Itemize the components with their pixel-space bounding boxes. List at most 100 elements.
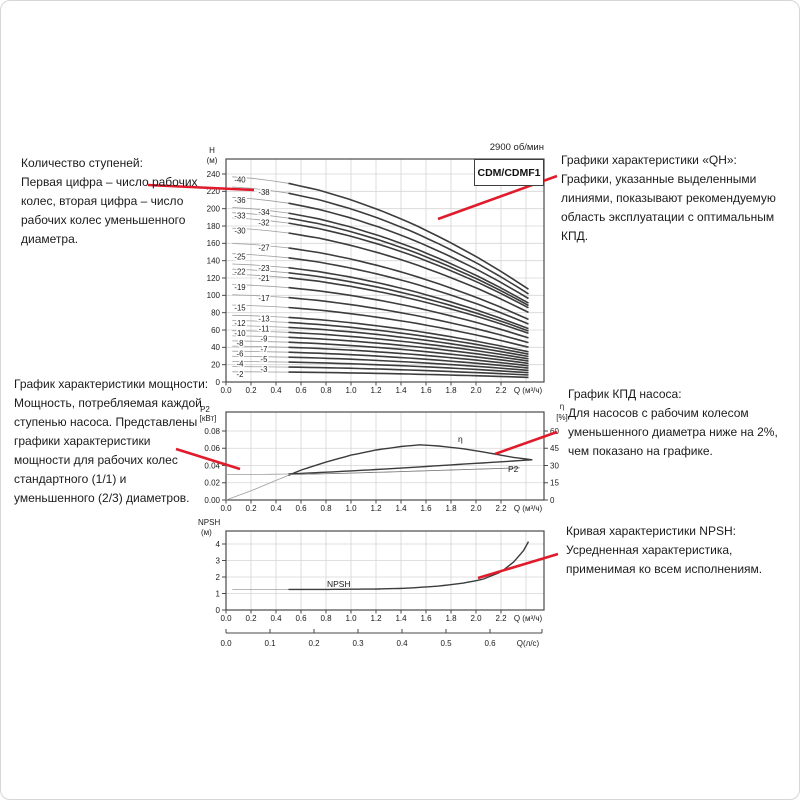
stage-count-label: -27 — [258, 244, 269, 253]
eta-curve-label: η — [458, 434, 463, 444]
qh-curve-thin — [232, 304, 289, 308]
qh-curve-thin — [232, 366, 289, 368]
qh-curve-thin — [232, 350, 289, 353]
stage-count-label: -36 — [234, 196, 245, 205]
stage-count-label: -13 — [258, 314, 269, 323]
svg-text:0.3: 0.3 — [352, 639, 364, 648]
qh-curve — [288, 356, 529, 372]
svg-text:0.4: 0.4 — [270, 386, 282, 395]
stage-count-label: -25 — [234, 252, 246, 261]
stage-count-label: -19 — [234, 283, 245, 292]
stage-count-label: -34 — [258, 208, 270, 217]
red-connector-power-note-to-curve — [175, 447, 241, 471]
svg-text:0.4: 0.4 — [270, 614, 282, 623]
stage-count-label: -22 — [234, 268, 245, 277]
svg-text:[%]: [%] — [556, 413, 568, 422]
svg-text:1.0: 1.0 — [345, 504, 357, 513]
qh-curve — [288, 331, 529, 360]
qh-curve — [288, 306, 529, 348]
p2-curve-label: P2 — [508, 464, 519, 474]
stage-count-label: -23 — [258, 264, 269, 273]
svg-text:1.2: 1.2 — [370, 614, 382, 623]
stage-count-label: -10 — [234, 329, 246, 338]
qh-curve — [288, 346, 529, 367]
qh-curve — [288, 351, 529, 369]
svg-text:80: 80 — [211, 308, 220, 317]
annotation-connectors — [147, 174, 559, 580]
npsh-curve — [288, 541, 530, 591]
svg-text:0: 0 — [216, 378, 221, 387]
annotation-npsh: Кривая характеристики NPSH: Усредненная … — [566, 522, 798, 579]
qh-curve — [288, 341, 529, 365]
p2-curve — [288, 459, 533, 475]
stage-count-label: -40 — [234, 176, 246, 185]
svg-text:3: 3 — [216, 556, 221, 565]
p2-reduced-curve — [288, 467, 520, 476]
qh-curve-thin — [232, 320, 289, 323]
svg-text:1.2: 1.2 — [370, 386, 382, 395]
annotation-npsh-title: Кривая характеристики NPSH: — [566, 524, 736, 538]
red-connector-npsh-note-to-curve — [477, 552, 559, 580]
qh-curve-thin — [232, 196, 289, 204]
svg-text:220: 220 — [207, 187, 221, 196]
svg-text:15: 15 — [550, 479, 559, 488]
qh-curve-thin — [232, 253, 289, 259]
stage-count-label: -2 — [237, 370, 244, 379]
svg-text:1.6: 1.6 — [420, 504, 432, 513]
svg-text:1.0: 1.0 — [345, 614, 357, 623]
svg-text:20: 20 — [211, 360, 220, 369]
stage-count-label: -32 — [258, 218, 269, 227]
svg-text:0.2: 0.2 — [245, 386, 257, 395]
svg-text:0: 0 — [216, 606, 221, 615]
svg-text:0.0: 0.0 — [220, 614, 232, 623]
svg-text:2: 2 — [216, 573, 221, 582]
qh-curve — [288, 202, 529, 300]
eta-curve — [288, 444, 533, 476]
svg-text:NPSH: NPSH — [198, 518, 220, 527]
svg-text:1.0: 1.0 — [345, 386, 357, 395]
svg-text:60: 60 — [211, 326, 220, 335]
stage-count-label: -30 — [234, 227, 246, 236]
npsh-curve-label: NPSH — [327, 579, 351, 589]
svg-text:0.00: 0.00 — [204, 496, 220, 505]
svg-text:0.6: 0.6 — [484, 639, 496, 648]
svg-text:200: 200 — [207, 204, 221, 213]
qh-curve — [288, 296, 529, 344]
svg-text:0.6: 0.6 — [295, 386, 307, 395]
svg-text:1.6: 1.6 — [420, 386, 432, 395]
qh-curve — [288, 247, 529, 321]
stage-count-label: -17 — [258, 294, 269, 303]
qh-curve — [288, 276, 529, 335]
svg-text:2.2: 2.2 — [495, 614, 507, 623]
power-eff-chart: 0.00 0.02 0.04 0.06 0.08 0 15 30 45 60 0.0 0.2 0.4 0.… — [200, 402, 568, 513]
svg-text:(м): (м) — [207, 156, 218, 165]
qh-curve-thin — [232, 355, 289, 358]
svg-text:160: 160 — [207, 239, 221, 248]
red-connector-eff-note-to-curve — [494, 430, 558, 456]
svg-text:60: 60 — [550, 427, 559, 436]
svg-text:0.8: 0.8 — [320, 614, 332, 623]
npsh-chart: 0 1 2 3 4 0.0 0.2 0.4 0.6 0.8 1.0 1.2 1.4 1.6 1.8 2.0 2.… — [198, 518, 545, 623]
svg-text:0.8: 0.8 — [320, 386, 332, 395]
svg-text:2.0: 2.0 — [470, 504, 482, 513]
svg-text:1.8: 1.8 — [445, 504, 457, 513]
qh-curve-thin — [232, 314, 289, 318]
stage-count-label: -5 — [261, 355, 269, 364]
qh-curve — [288, 232, 529, 314]
qh-curve-thin — [232, 284, 289, 288]
svg-text:Q (м³/ч): Q (м³/ч) — [514, 614, 543, 623]
qh-curve-thin — [232, 227, 289, 234]
svg-text:0.2: 0.2 — [245, 614, 257, 623]
qh-curve — [288, 371, 529, 379]
svg-text:40: 40 — [211, 343, 220, 352]
qh-curve — [288, 321, 529, 355]
svg-text:1.6: 1.6 — [420, 614, 432, 623]
annotation-qh: Графики характеристики «QH»: Графики, ук… — [561, 151, 797, 246]
qh-curve — [288, 326, 529, 358]
stage-count-label: -11 — [259, 325, 270, 334]
svg-text:1.4: 1.4 — [395, 386, 407, 395]
qh-curve — [288, 217, 529, 307]
svg-text:180: 180 — [207, 222, 221, 231]
svg-text:2.2: 2.2 — [495, 386, 507, 395]
